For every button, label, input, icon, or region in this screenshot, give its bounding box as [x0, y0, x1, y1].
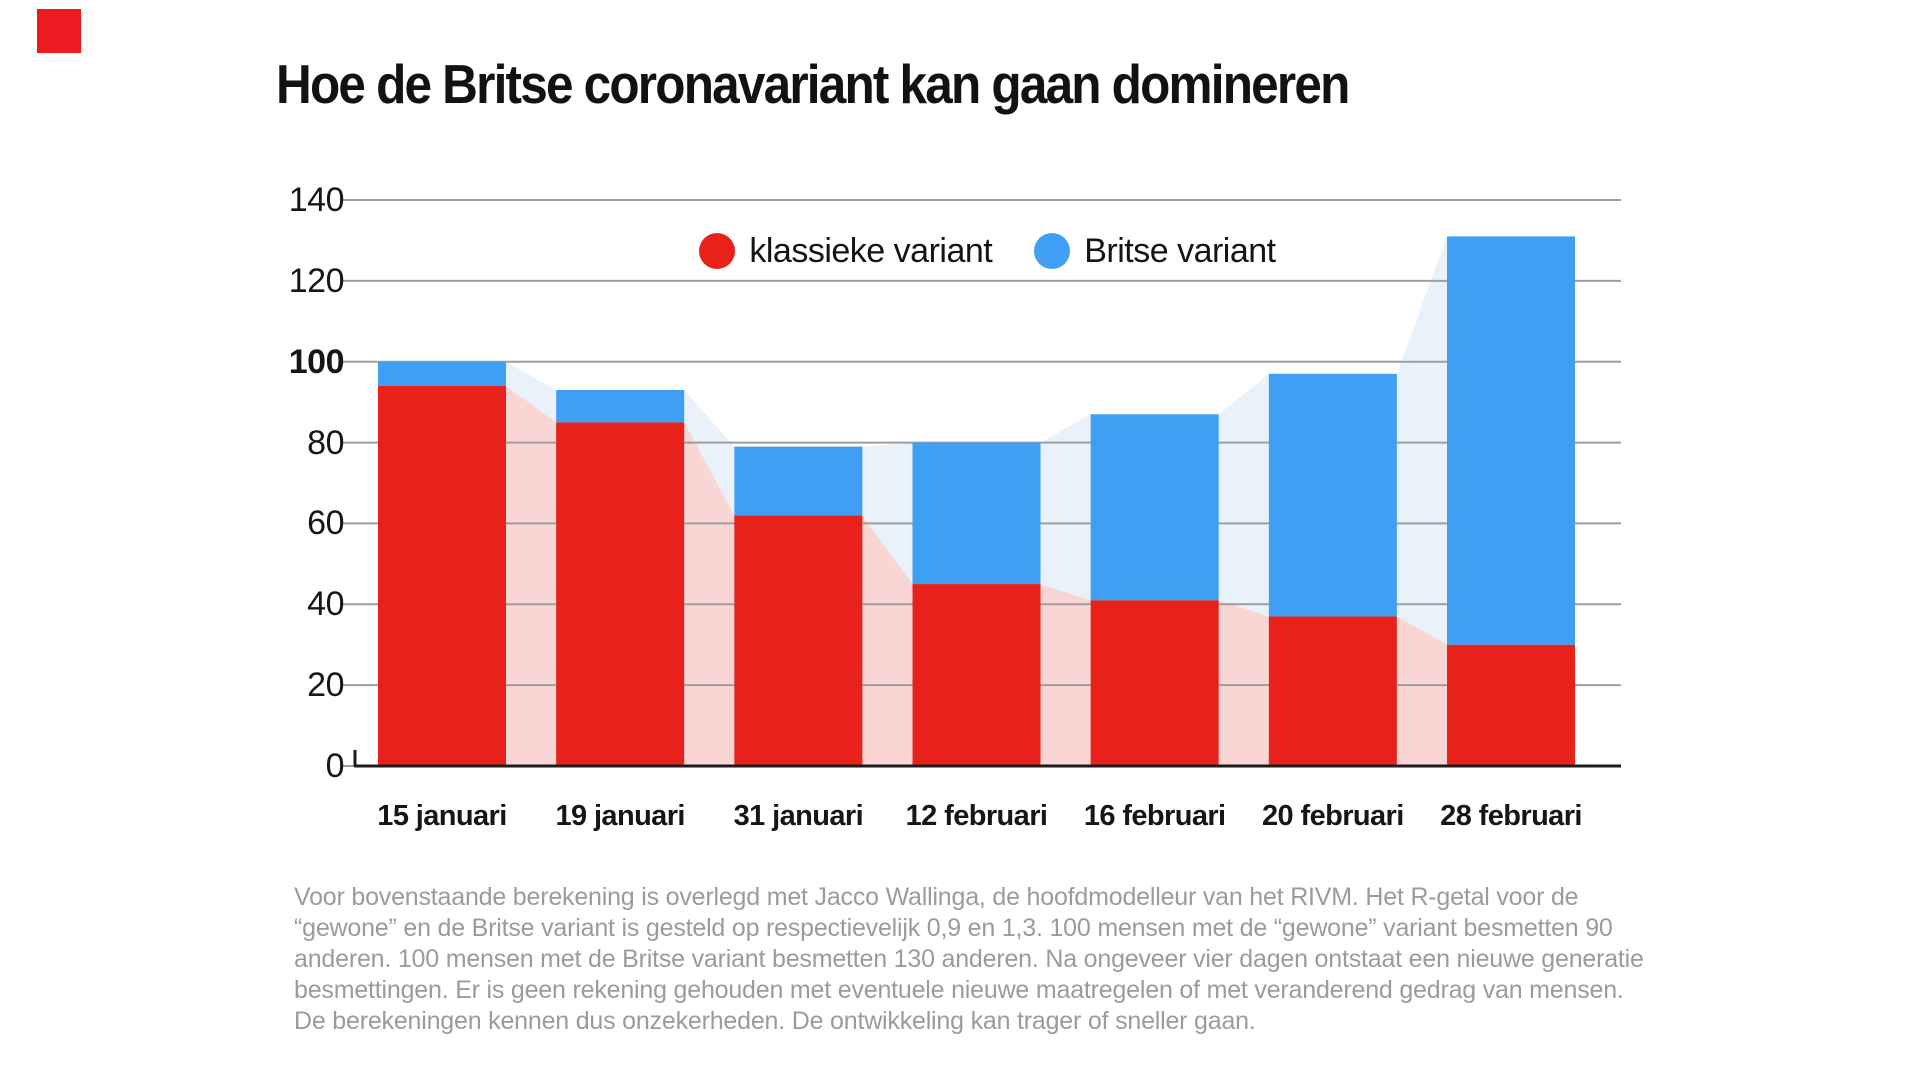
footnote-line: Voor bovenstaande berekening is overlegd… [294, 883, 1579, 911]
stacked-bar-chart [340, 199, 1621, 768]
legend-label: Britse variant [1084, 231, 1276, 270]
blue-circle-icon [1034, 233, 1071, 269]
legend-item-britse: Britse variant [1034, 231, 1276, 271]
x-axis-label: 16 februari [1083, 800, 1226, 832]
legend-label: klassieke variant [749, 231, 993, 270]
y-axis-label: 120 [288, 261, 345, 300]
bar-klassieke-variant [556, 422, 685, 766]
x-axis-label: 31 januari [733, 800, 864, 832]
y-axis-label: 0 [325, 747, 345, 785]
footnote: Voor bovenstaande berekening is overlegd… [294, 882, 1644, 1037]
y-axis-label: 20 [307, 666, 344, 705]
bar-britse-variant [1090, 414, 1219, 601]
bar-britse-variant [378, 361, 506, 386]
brand-logo-square [37, 9, 81, 53]
bar-klassieke-variant [912, 584, 1041, 766]
x-axis-label: 19 januari [555, 800, 685, 832]
y-axis-label: 40 [307, 585, 344, 624]
footnote-line: De berekeningen kennen dus onzekerheden.… [294, 1007, 1256, 1035]
page-title: Hoe de Britse coronavariant kan gaan dom… [276, 53, 1350, 115]
legend-item-klassieke: klassieke variant [699, 231, 993, 271]
y-axis-label: 60 [307, 504, 344, 543]
bar-klassieke-variant [1447, 644, 1576, 766]
y-axis-label: 140 [288, 181, 345, 219]
x-axis-label: 28 februari [1440, 800, 1582, 832]
x-axis-label: 20 februari [1262, 800, 1404, 832]
x-axis-label: 12 februari [905, 800, 1048, 832]
bar-klassieke-variant [1090, 600, 1219, 766]
y-axis-label: 80 [307, 423, 344, 462]
footnote-line: “gewone” en de Britse variant is gesteld… [294, 914, 1613, 942]
bar-britse-variant [912, 442, 1041, 585]
bar-britse-variant [1447, 236, 1576, 645]
bar-klassieke-variant [378, 385, 506, 766]
bar-britse-variant [556, 390, 685, 423]
footnote-line: besmettingen. Er is geen rekening gehoud… [294, 976, 1624, 1004]
y-axis-label: 100 [288, 342, 345, 381]
bar-klassieke-variant [734, 515, 863, 766]
bar-klassieke-variant [1268, 616, 1397, 766]
bar-britse-variant [1268, 373, 1397, 617]
red-circle-icon [699, 233, 736, 269]
chart-legend: klassieke variant Britse variant [354, 228, 1621, 274]
footnote-line: anderen. 100 mensen met de Britse varian… [294, 945, 1644, 973]
bar-britse-variant [734, 446, 863, 516]
x-axis-label: 15 januari [377, 800, 507, 832]
